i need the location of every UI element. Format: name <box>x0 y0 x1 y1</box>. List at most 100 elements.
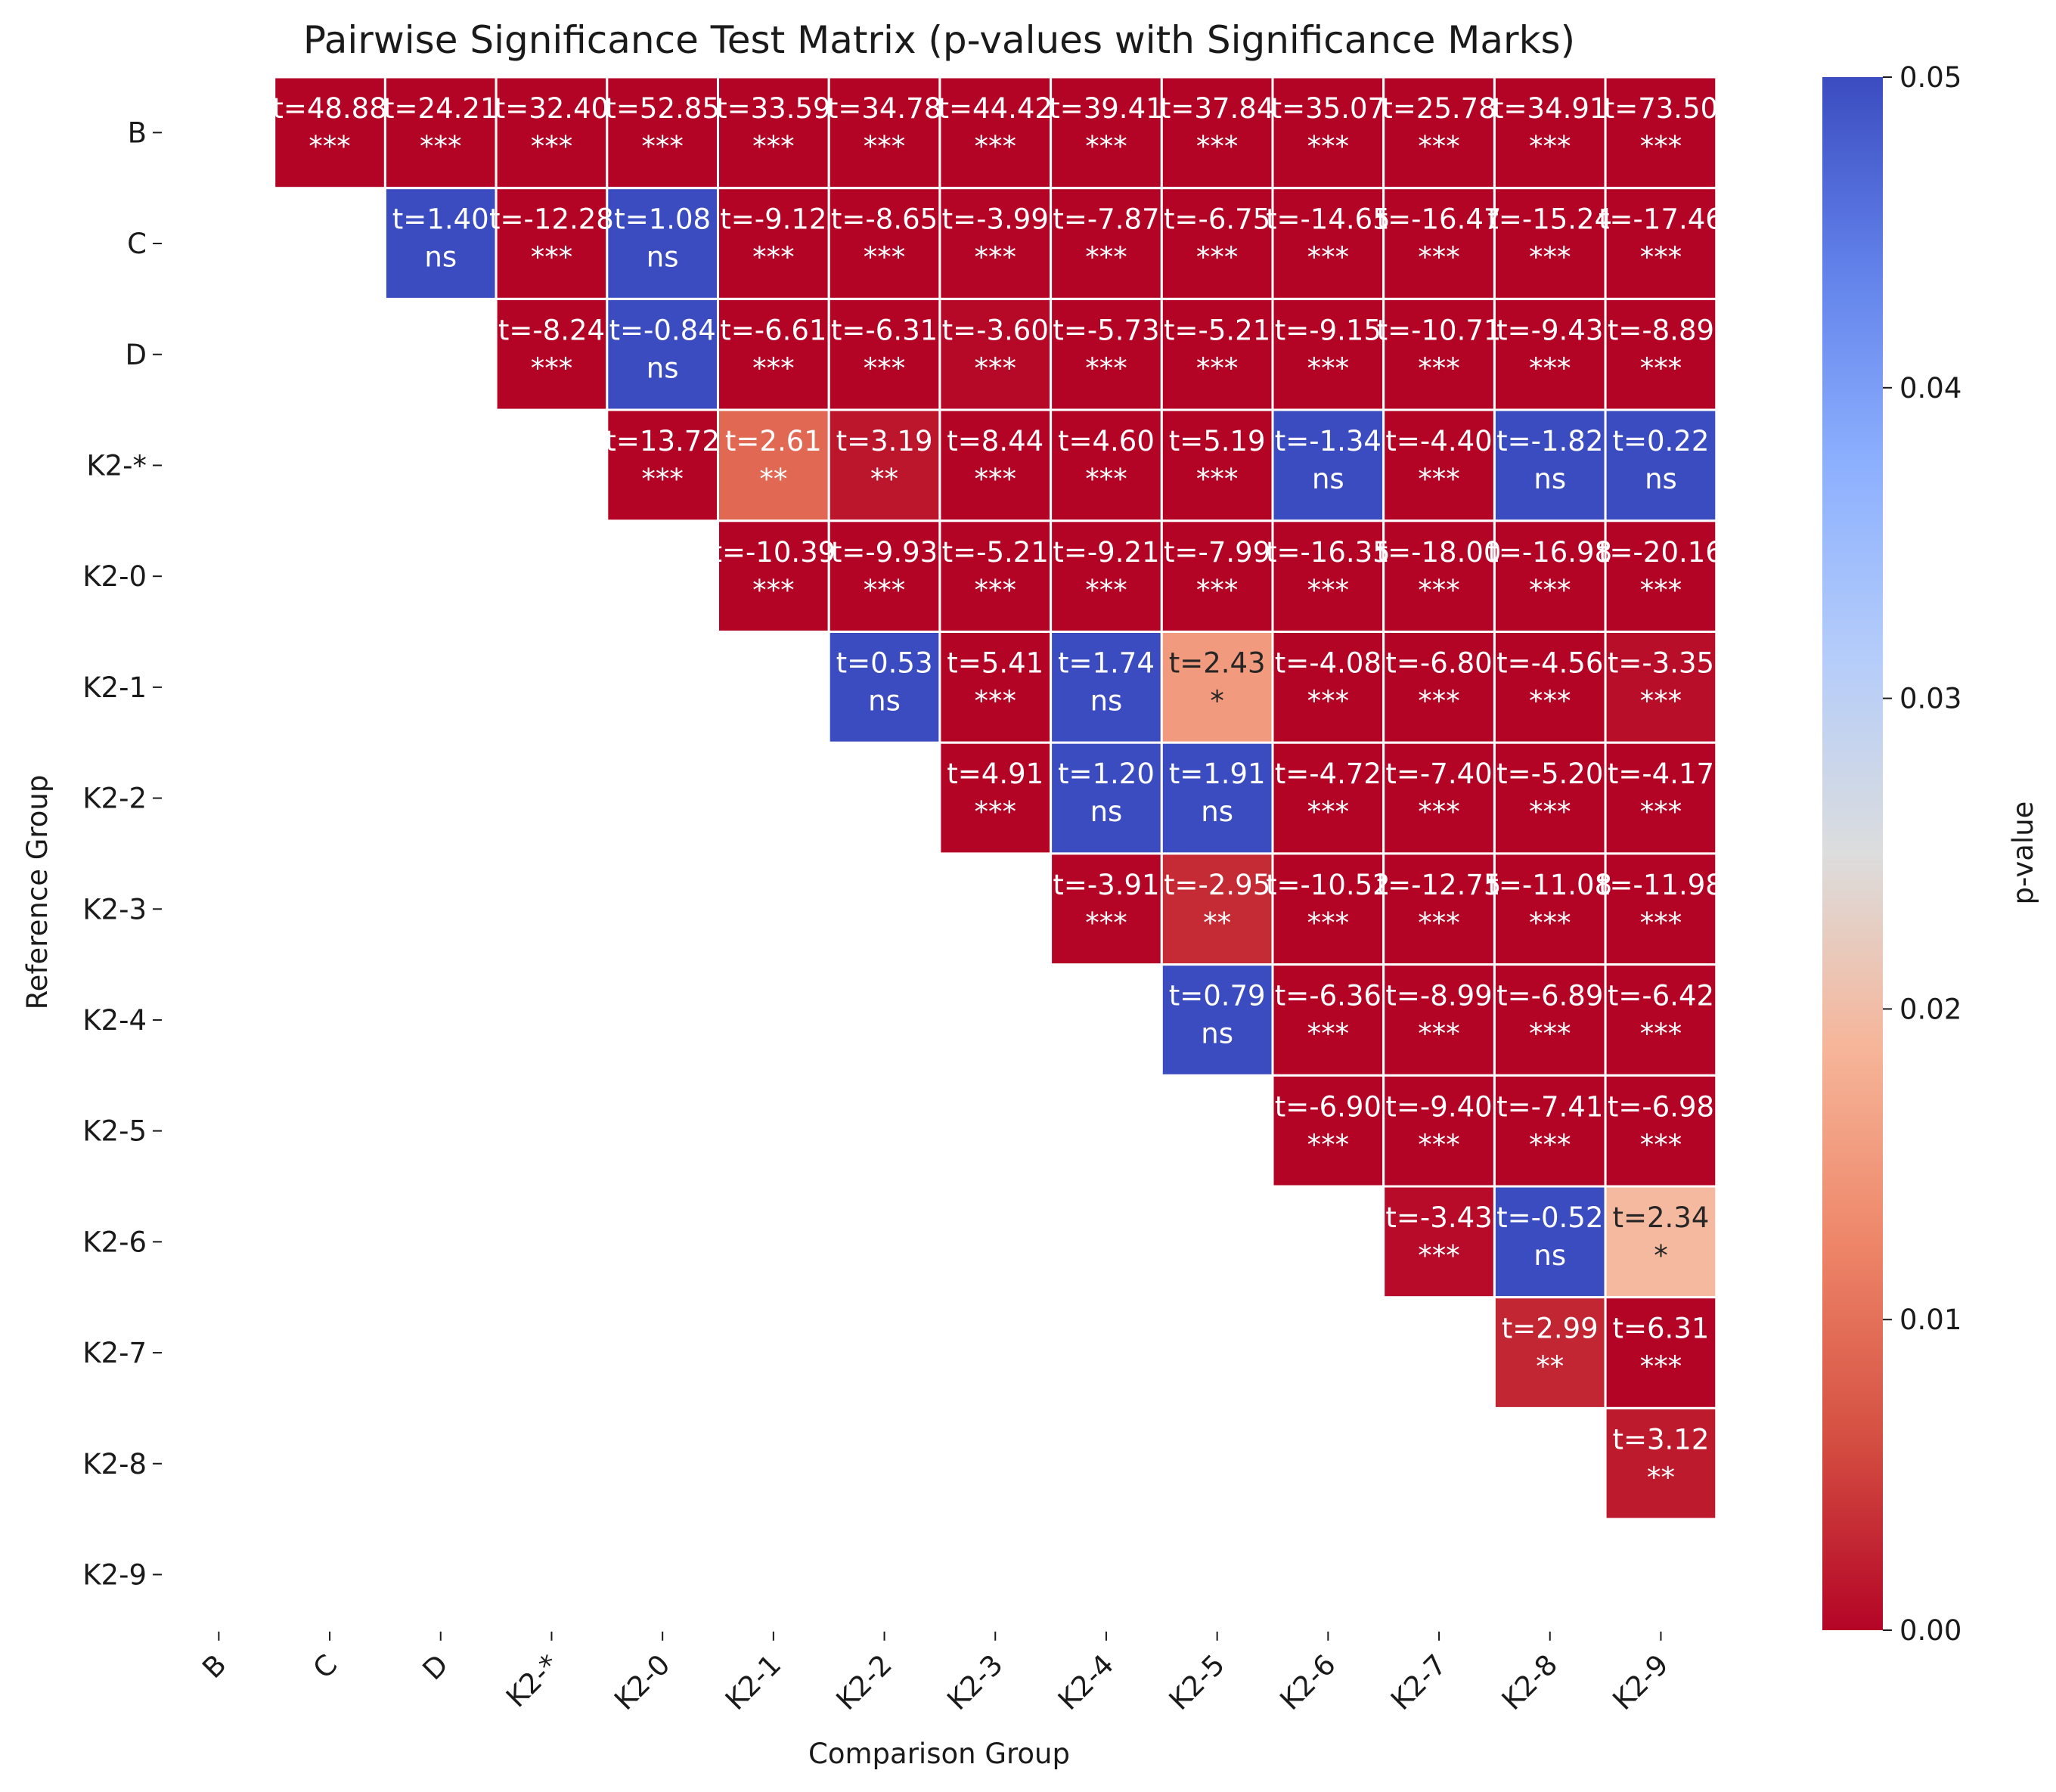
cell-t-value: t=-9.43 <box>1496 314 1603 346</box>
cell-significance-mark: *** <box>1418 463 1460 495</box>
x-tick-label: K2-1 <box>719 1648 787 1716</box>
cell-t-value: t=-16.47 <box>1377 203 1502 236</box>
cell-significance-mark: *** <box>864 241 906 274</box>
cell-t-value: t=-0.52 <box>1496 1201 1603 1234</box>
heatmap-cell <box>1271 741 1385 855</box>
cell-t-value: t=73.50 <box>1604 92 1718 125</box>
cell-significance-mark: ns <box>647 241 679 274</box>
y-tick-label: K2-9 <box>82 1558 147 1591</box>
y-tick-label: K2-4 <box>82 1004 147 1037</box>
cell-t-value: t=-9.40 <box>1385 1090 1492 1123</box>
cell-significance-mark: *** <box>975 463 1017 495</box>
colorbar-tick-label: 0.00 <box>1899 1614 1961 1647</box>
heatmap-cell <box>1493 519 1607 633</box>
colorbar-label: p-value <box>2007 801 2039 905</box>
cell-t-value: t=-6.36 <box>1275 980 1382 1012</box>
x-tick-label: K2-0 <box>608 1648 676 1716</box>
heatmap-cell <box>1493 1296 1607 1409</box>
x-tick-label: K2-4 <box>1052 1648 1120 1716</box>
cell-significance-mark: *** <box>1307 241 1350 274</box>
cell-t-value: t=2.61 <box>725 425 822 457</box>
x-tick-label: K2-5 <box>1163 1648 1231 1716</box>
cell-significance-mark: *** <box>641 463 684 495</box>
heatmap-cell <box>1604 519 1718 633</box>
heatmap-cell <box>1382 963 1496 1077</box>
cell-significance-mark: *** <box>1640 1350 1682 1383</box>
cell-significance-mark: *** <box>1085 907 1127 939</box>
y-axis-label: Reference Group <box>21 775 54 1010</box>
cell-t-value: t=-6.75 <box>1164 203 1270 236</box>
cell-significance-mark: *** <box>1529 795 1571 828</box>
cell-t-value: t=3.12 <box>1612 1423 1709 1456</box>
heatmap-cell <box>1382 187 1496 300</box>
cell-t-value: t=-9.15 <box>1275 314 1382 346</box>
heatmap-cell <box>1382 741 1496 855</box>
cell-t-value: t=0.22 <box>1612 425 1709 457</box>
cell-t-value: t=4.91 <box>947 758 1044 790</box>
cell-significance-mark: *** <box>864 574 906 606</box>
cell-t-value: t=-8.89 <box>1608 314 1714 346</box>
x-tick-label: K2-2 <box>830 1648 898 1716</box>
cell-t-value: t=-10.39 <box>711 536 836 569</box>
cell-t-value: t=3.19 <box>836 425 933 457</box>
heatmap-cell <box>1604 408 1718 522</box>
cell-significance-mark: ns <box>1201 795 1233 828</box>
heatmap-cells <box>273 76 1718 1521</box>
heatmap-cell <box>1271 187 1385 300</box>
heatmap-cell <box>495 76 609 190</box>
heatmap-cell <box>1604 297 1718 411</box>
colorbar-tick-label: 0.03 <box>1899 683 1961 715</box>
cell-significance-mark: *** <box>1307 130 1350 163</box>
cell-significance-mark: ns <box>1090 685 1123 718</box>
cell-t-value: t=-4.17 <box>1608 758 1714 790</box>
cell-t-value: t=-5.20 <box>1496 758 1603 790</box>
cell-significance-mark: *** <box>1640 1128 1682 1161</box>
cell-significance-mark: *** <box>420 130 462 163</box>
x-axis-label: Comparison Group <box>808 1738 1070 1770</box>
heatmap-cell <box>1604 1074 1718 1188</box>
heatmap-cell <box>827 297 941 411</box>
cell-t-value: t=34.91 <box>1493 92 1607 125</box>
cell-t-value: t=-1.82 <box>1496 425 1603 457</box>
heatmap-cell <box>1271 408 1385 522</box>
cell-significance-mark: *** <box>1418 795 1460 828</box>
cell-significance-mark: *** <box>531 130 573 163</box>
cell-t-value: t=-8.24 <box>498 314 605 346</box>
cell-t-value: t=1.40 <box>392 203 489 236</box>
cell-t-value: t=1.74 <box>1058 647 1155 680</box>
cell-t-value: t=-3.99 <box>942 203 1049 236</box>
cell-significance-mark: *** <box>1640 130 1682 163</box>
cell-t-value: t=-7.40 <box>1385 758 1492 790</box>
cell-significance-mark: * <box>1654 1239 1668 1272</box>
cell-t-value: t=52.85 <box>605 92 719 125</box>
cell-t-value: t=39.41 <box>1049 92 1163 125</box>
heatmap-cell <box>1382 631 1496 744</box>
heatmap-cell <box>938 187 1053 300</box>
heatmap-cell <box>1160 519 1274 633</box>
x-tick-label: K2-6 <box>1273 1648 1341 1716</box>
heatmap-cell <box>1493 852 1607 966</box>
cell-significance-mark: *** <box>531 241 573 274</box>
heatmap-cell <box>938 519 1053 633</box>
cell-t-value: t=-6.42 <box>1608 980 1714 1012</box>
cell-significance-mark: ns <box>424 241 457 274</box>
cell-t-value: t=5.41 <box>947 647 1044 680</box>
cell-t-value: t=-7.87 <box>1053 203 1159 236</box>
y-tick-label: D <box>126 339 147 371</box>
y-tick-label: K2-1 <box>82 671 147 704</box>
cell-t-value: t=-6.89 <box>1496 980 1603 1012</box>
cell-significance-mark: ns <box>1533 1239 1566 1272</box>
cell-t-value: t=-5.21 <box>942 536 1049 569</box>
cell-t-value: t=-6.90 <box>1275 1090 1382 1123</box>
cell-significance-mark: *** <box>1418 907 1460 939</box>
heatmap-cell <box>827 519 941 633</box>
heatmap-cell <box>1160 963 1274 1077</box>
colorbar-tick-label: 0.04 <box>1899 372 1961 405</box>
heatmap-cell <box>1604 1296 1718 1409</box>
cell-t-value: t=-5.21 <box>1164 314 1270 346</box>
cell-t-value: t=24.21 <box>383 92 498 125</box>
heatmap-cell <box>827 76 941 190</box>
cell-t-value: t=-12.28 <box>489 203 614 236</box>
cell-t-value: t=-3.91 <box>1053 869 1159 901</box>
